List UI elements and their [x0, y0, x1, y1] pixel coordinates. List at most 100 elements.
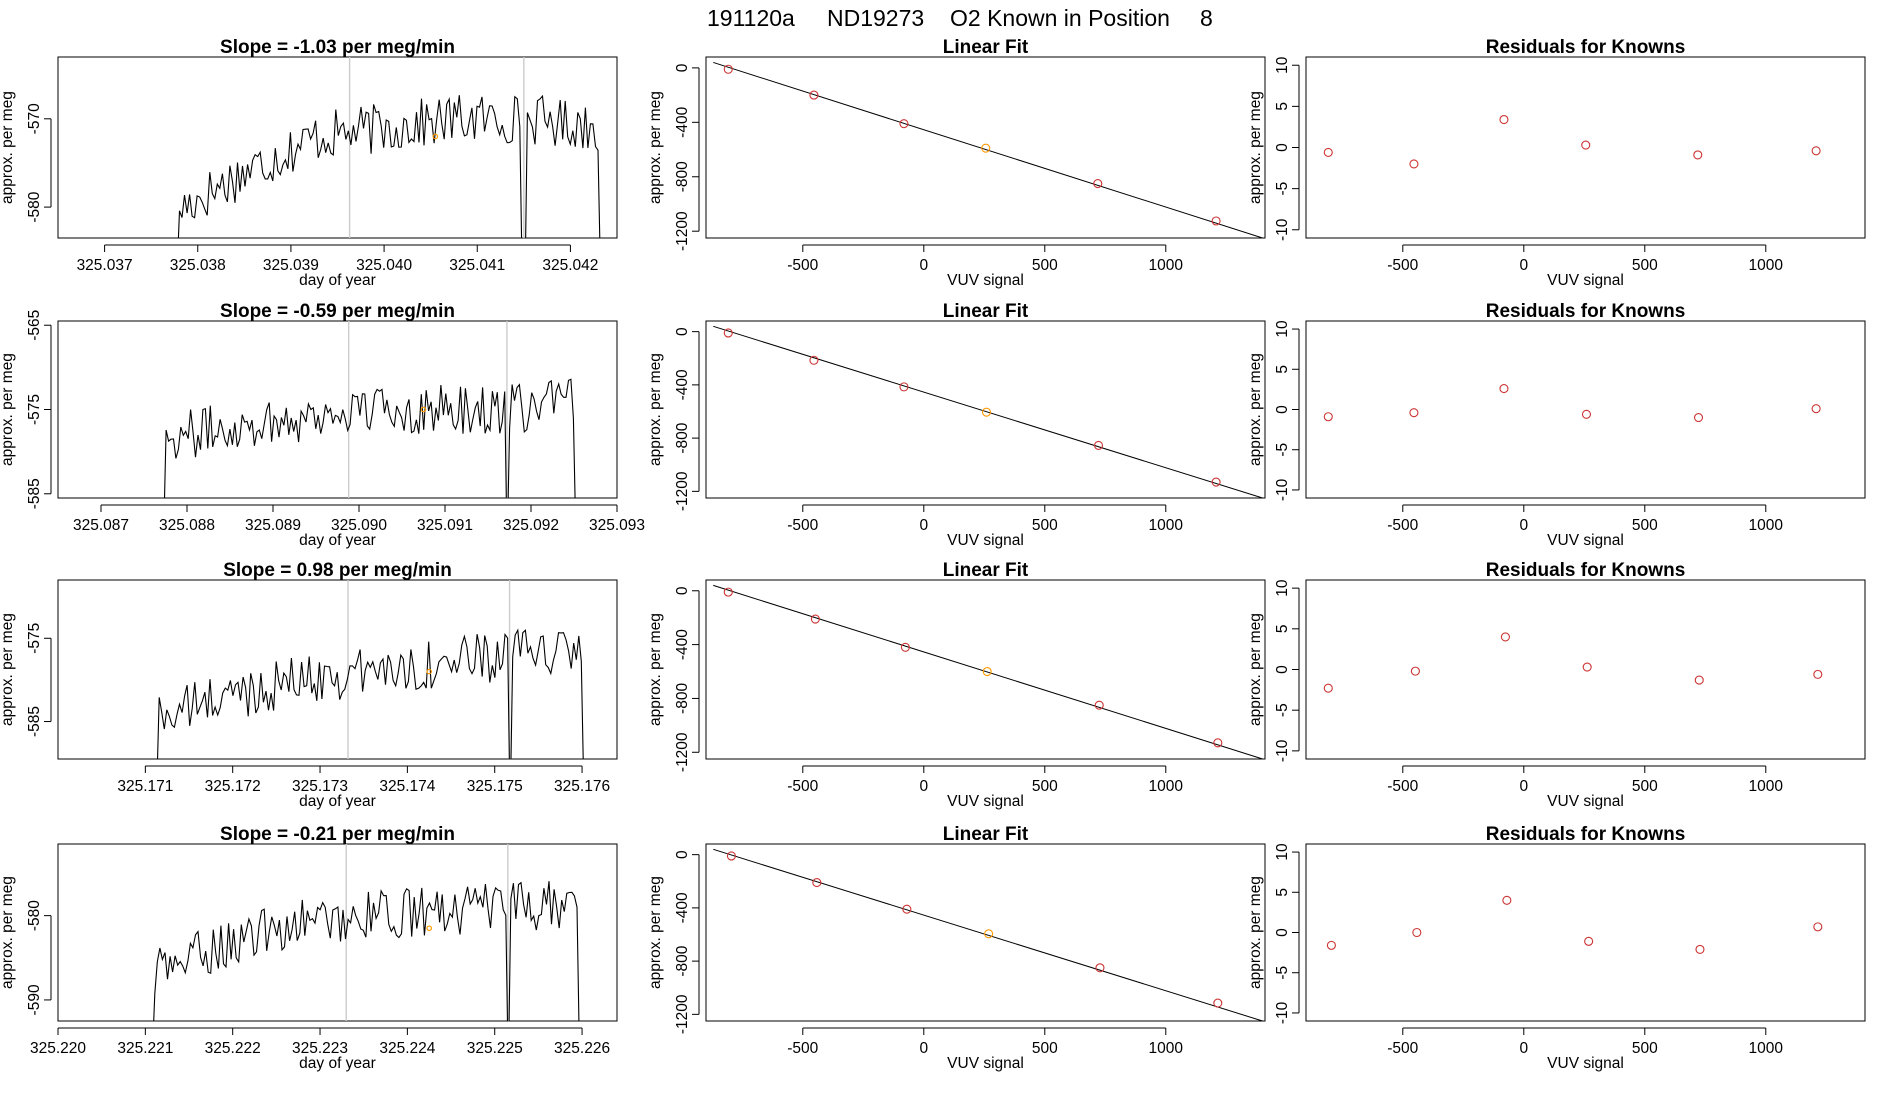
y-tick-label: -10	[1274, 478, 1291, 501]
data-point	[726, 851, 736, 861]
x-axis-label: day of year	[299, 532, 376, 549]
data-point	[1211, 216, 1221, 226]
x-axis-label: VUV signal	[1547, 532, 1624, 549]
plot-area	[713, 848, 1263, 1021]
figure-title-tank: ND19273	[827, 5, 924, 31]
plot-frame	[1305, 579, 1866, 760]
data-point	[900, 642, 910, 652]
data-point	[1409, 408, 1419, 418]
data-point	[902, 904, 912, 914]
data-point	[899, 382, 909, 392]
x-tick-label: 1000	[1149, 778, 1184, 795]
y-tick-label: -580	[26, 900, 43, 931]
data-point	[1326, 940, 1336, 950]
plot-area	[177, 57, 601, 238]
panel-title: Slope = -1.03 per meg/min	[220, 37, 455, 58]
panel-title: Slope = 0.98 per meg/min	[223, 560, 452, 581]
data-point	[1323, 412, 1333, 422]
x-tick-label: 0	[919, 778, 928, 795]
x-tick-label: 325.040	[356, 257, 412, 274]
panel-timeseries-3: Slope = 0.98 per meg/min 325.171 325.172 32…	[0, 560, 618, 810]
data-point	[1811, 146, 1821, 156]
y-tick-label: -575	[26, 623, 43, 654]
timeseries-trace	[153, 881, 580, 1021]
x-axis-label: VUV signal	[947, 272, 1024, 289]
highlight-point	[981, 143, 991, 153]
plot-area	[163, 321, 576, 498]
plot-area	[713, 584, 1263, 759]
x-tick-label: 500	[1632, 517, 1658, 534]
panel-residuals-3: Residuals for Knowns -500 0 500 1000 VUV sign…	[1247, 560, 1866, 810]
plot-frame	[705, 56, 1266, 239]
panel-linear-fit-1: Linear Fit -500 0 500 1000 VUV signal 0 -400 -80…	[647, 37, 1266, 289]
x-axis-label: day of year	[299, 793, 376, 810]
data-point	[1813, 922, 1823, 932]
x-tick-label: 325.226	[554, 1040, 610, 1057]
data-point	[1211, 477, 1221, 487]
y-tick-label: -5	[1274, 182, 1291, 196]
x-tick-label: 1000	[1749, 778, 1784, 795]
x-axis-label: VUV signal	[947, 793, 1024, 810]
x-tick-label: -500	[787, 517, 818, 534]
x-tick-label: -500	[1387, 517, 1418, 534]
y-axis-label: approx. per meg	[1247, 876, 1264, 989]
y-tick-label: 0	[1274, 665, 1291, 674]
timeseries-trace	[157, 628, 584, 759]
y-tick-label: -800	[674, 161, 691, 192]
x-tick-label: 1000	[1749, 257, 1784, 274]
data-point	[1581, 140, 1591, 150]
x-tick-label: 325.038	[170, 257, 226, 274]
x-tick-label: 0	[919, 517, 928, 534]
x-tick-label: 500	[1632, 778, 1658, 795]
x-tick-label: 325.091	[417, 517, 473, 534]
data-point	[1095, 963, 1105, 973]
y-axis-label: approx. per meg	[647, 613, 664, 726]
y-axis-label: approx. per meg	[1247, 91, 1264, 204]
panel-timeseries-4: Slope = -0.21 per meg/min 325.220 325.221 3…	[0, 824, 618, 1072]
panel-title: Residuals for Knowns	[1486, 824, 1686, 845]
y-tick-label: -800	[674, 683, 691, 714]
x-tick-label: 0	[919, 257, 928, 274]
plot-area	[1323, 384, 1821, 423]
y-axis-label: approx. per meg	[0, 91, 16, 204]
data-point	[723, 64, 733, 74]
data-point	[809, 90, 819, 100]
x-tick-label: 325.224	[379, 1040, 435, 1057]
y-tick-label: -1200	[674, 994, 691, 1034]
plot-frame	[1305, 320, 1866, 499]
data-point	[723, 587, 733, 597]
y-axis-label: approx. per meg	[647, 876, 664, 989]
plot-frame	[57, 320, 618, 499]
y-tick-label: -580	[26, 191, 43, 222]
plot-area	[713, 325, 1263, 498]
data-point	[1213, 738, 1223, 748]
y-tick-label: -585	[26, 478, 43, 509]
x-axis-label: day of year	[299, 1055, 376, 1072]
panel-title: Residuals for Knowns	[1486, 301, 1686, 322]
y-tick-label: 0	[1274, 143, 1291, 152]
y-tick-label: -1200	[674, 211, 691, 251]
highlight-point	[420, 406, 427, 413]
figure-title: 191120a ND19273 O2 Known in Position 8	[707, 5, 1213, 31]
plot-frame	[705, 320, 1266, 499]
y-tick-label: 0	[674, 327, 691, 336]
x-tick-label: 0	[919, 1040, 928, 1057]
y-tick-label: -10	[1274, 218, 1291, 241]
panel-title: Linear Fit	[943, 824, 1029, 845]
x-tick-label: 0	[1519, 1040, 1528, 1057]
y-tick-label: 0	[1274, 928, 1291, 937]
plot-area	[153, 844, 580, 1021]
highlight-point	[981, 407, 992, 417]
plot-area	[1323, 114, 1821, 169]
y-tick-label: 0	[1274, 405, 1291, 414]
data-point	[723, 328, 733, 338]
x-tick-label: 1000	[1149, 1040, 1184, 1057]
figure-title-position: 8	[1200, 5, 1213, 31]
x-axis-label: VUV signal	[1547, 793, 1624, 810]
x-tick-label: -500	[1387, 1040, 1418, 1057]
x-axis-label: VUV signal	[947, 1055, 1024, 1072]
panel-title: Residuals for Knowns	[1486, 37, 1686, 58]
x-tick-label: 325.225	[467, 1040, 523, 1057]
x-tick-label: 1000	[1749, 517, 1784, 534]
y-axis-label: approx. per meg	[647, 353, 664, 466]
